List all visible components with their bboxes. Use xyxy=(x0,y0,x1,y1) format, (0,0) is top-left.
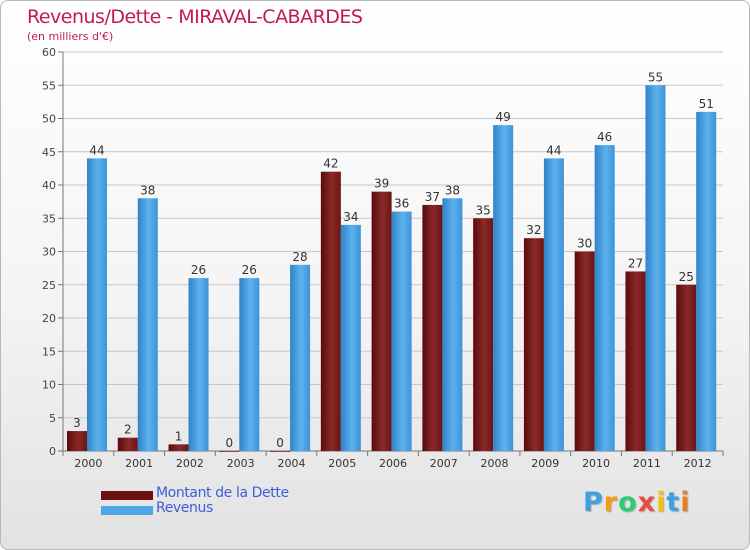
x-tick-label: 2012 xyxy=(684,457,712,470)
data-label-dette: 37 xyxy=(425,190,440,204)
data-label-dette: 30 xyxy=(577,237,592,251)
x-tick-label: 2004 xyxy=(277,457,305,470)
bar-revenus xyxy=(391,211,412,451)
data-label-revenus: 38 xyxy=(445,183,460,197)
logo-letter: t xyxy=(666,487,681,518)
data-label-revenus: 38 xyxy=(140,183,155,197)
x-tick-label: 2006 xyxy=(379,457,407,470)
data-label-revenus: 44 xyxy=(89,143,104,157)
x-tick-label: 2010 xyxy=(582,457,610,470)
y-tick-label: 30 xyxy=(42,246,56,259)
bar-dette xyxy=(117,437,138,451)
y-tick-label: 25 xyxy=(42,279,56,292)
x-tick-label: 2008 xyxy=(481,457,509,470)
data-label-revenus: 34 xyxy=(343,210,358,224)
bar-dette xyxy=(270,451,291,452)
bar-dette xyxy=(625,271,646,451)
data-label-dette: 3 xyxy=(73,416,81,430)
y-tick-label: 5 xyxy=(49,412,56,425)
bar-revenus xyxy=(290,264,311,451)
bar-dette xyxy=(574,251,595,451)
bar-revenus xyxy=(340,224,361,451)
x-tick-label: 2001 xyxy=(125,457,153,470)
x-tick-label: 2011 xyxy=(633,457,661,470)
data-label-revenus: 36 xyxy=(394,197,409,211)
data-label-dette: 27 xyxy=(628,256,643,270)
logo-letter: i xyxy=(680,487,691,518)
y-tick-label: 35 xyxy=(42,212,56,225)
data-label-dette: 0 xyxy=(225,436,233,450)
bar-dette xyxy=(320,171,341,451)
bar-dette xyxy=(473,218,494,451)
y-tick-label: 60 xyxy=(42,46,56,59)
y-tick-label: 40 xyxy=(42,179,56,192)
bars xyxy=(67,85,717,452)
logo-letter: i xyxy=(656,487,667,518)
proxiti-logo: Proxiti xyxy=(583,487,691,518)
bar-revenus xyxy=(645,85,666,451)
legend-label-dette: Montant de la Dette xyxy=(156,485,289,501)
bar-revenus xyxy=(137,198,158,451)
data-label-dette: 35 xyxy=(476,203,491,217)
chart-subtitle: (en milliers d'€) xyxy=(27,30,114,43)
bar-dette xyxy=(676,284,697,451)
y-tick-label: 45 xyxy=(42,146,56,159)
bar-revenus xyxy=(493,125,514,452)
data-label-revenus: 26 xyxy=(242,263,257,277)
bar-dette xyxy=(219,451,240,452)
data-label-dette: 42 xyxy=(323,157,338,171)
x-tick-label: 2007 xyxy=(430,457,458,470)
bar-revenus xyxy=(442,198,463,451)
bar-revenus xyxy=(188,278,209,451)
bar-dette xyxy=(168,444,189,451)
logo-letter: r xyxy=(603,487,619,518)
legend-swatch-dette xyxy=(101,491,153,500)
chart-title: Revenus/Dette - MIRAVAL-CABARDES xyxy=(27,6,363,28)
x-tick-label: 2002 xyxy=(176,457,204,470)
bar-revenus xyxy=(594,145,615,451)
bar-revenus xyxy=(543,158,564,451)
bar-dette xyxy=(523,238,544,451)
logo-letter: o xyxy=(618,487,638,518)
y-tick-label: 15 xyxy=(42,345,56,358)
x-tick-label: 2005 xyxy=(328,457,356,470)
y-tick-label: 55 xyxy=(42,79,56,92)
data-label-dette: 32 xyxy=(526,223,541,237)
bar-revenus xyxy=(696,111,717,451)
logo-letter: x xyxy=(637,487,657,518)
y-tick-label: 20 xyxy=(42,312,56,325)
data-label-dette: 2 xyxy=(124,423,132,437)
data-label-revenus: 55 xyxy=(648,70,663,84)
bar-revenus xyxy=(239,278,260,451)
data-label-revenus: 28 xyxy=(292,250,307,264)
data-label-dette: 0 xyxy=(276,436,284,450)
bar-revenus xyxy=(87,158,107,451)
data-label-dette: 25 xyxy=(679,270,694,284)
data-label-dette: 39 xyxy=(374,177,389,191)
bar-dette xyxy=(67,431,87,451)
data-label-revenus: 49 xyxy=(496,110,511,124)
data-label-dette: 1 xyxy=(175,429,183,443)
x-tick-label: 2009 xyxy=(531,457,559,470)
data-label-revenus: 44 xyxy=(546,143,561,157)
x-tick-label: 2000 xyxy=(74,457,102,470)
legend-swatch-revenus xyxy=(101,506,153,515)
logo-letter: P xyxy=(583,487,604,518)
data-label-revenus: 51 xyxy=(699,97,714,111)
data-label-revenus: 26 xyxy=(191,263,206,277)
bar-dette xyxy=(422,204,443,451)
legend-label-revenus: Revenus xyxy=(156,500,213,516)
y-tick-label: 50 xyxy=(42,113,56,126)
y-tick-label: 10 xyxy=(42,379,56,392)
y-tick-label: 0 xyxy=(49,445,56,458)
x-tick-label: 2003 xyxy=(227,457,255,470)
data-label-revenus: 46 xyxy=(597,130,612,144)
bar-dette xyxy=(371,191,392,451)
data-labels: 3 44 2 38 1 26 0 26 0 28 42 34 39 36 37 38 35 49 32 44 30 46 2… xyxy=(73,70,714,450)
